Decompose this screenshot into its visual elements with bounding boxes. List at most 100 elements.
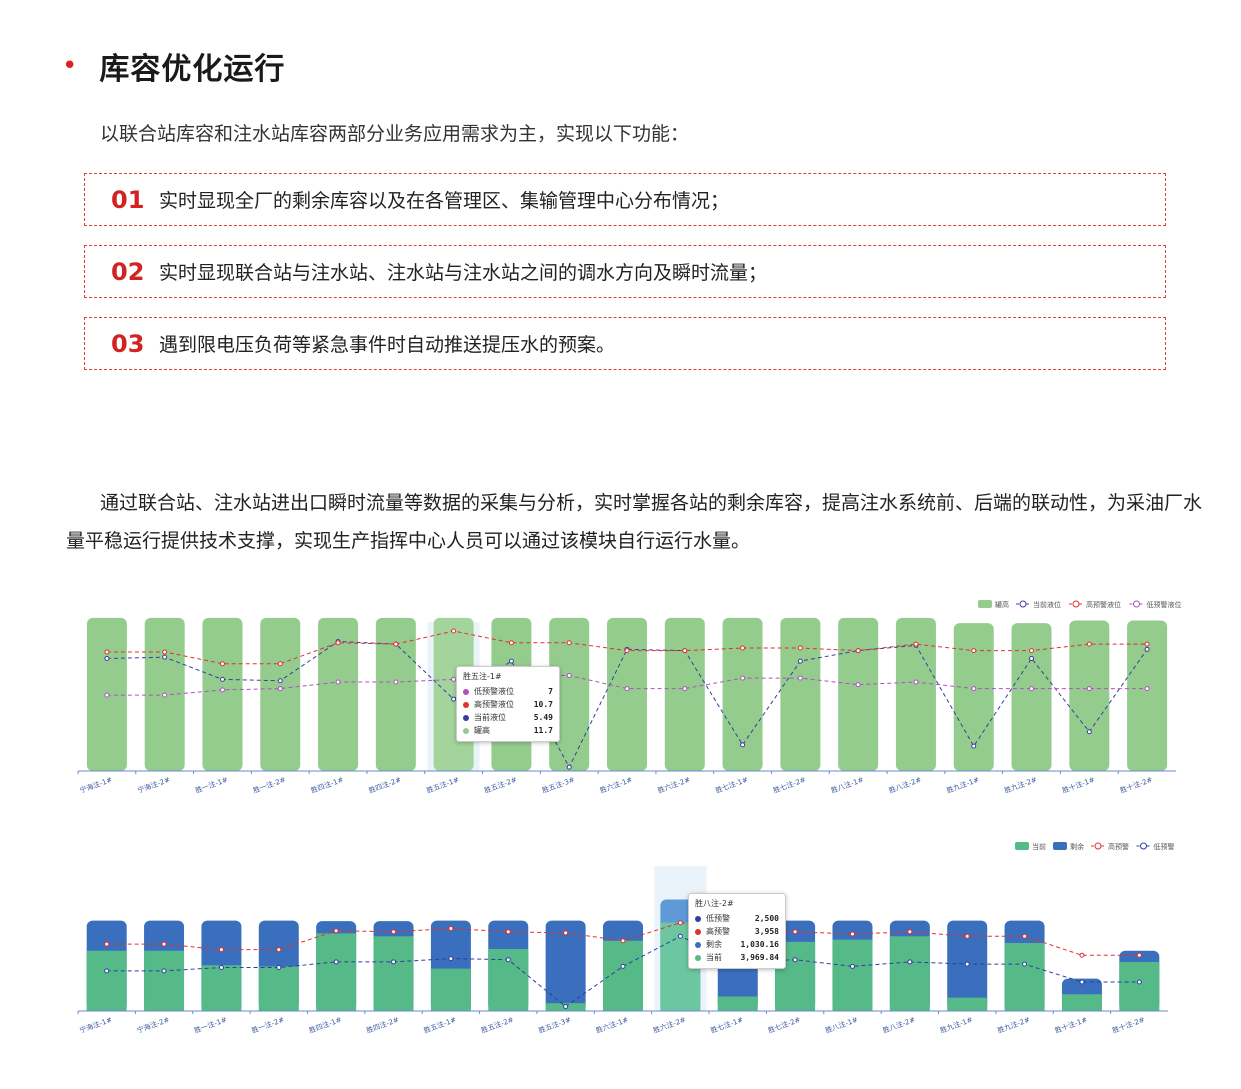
data-point [333,928,339,934]
tooltip-value: 11.7 [533,726,553,735]
bar-tank-height [1127,620,1168,771]
data-point [335,640,341,646]
x-tick-label: 胜九注-1# [945,775,980,795]
tooltip-row: 高预警 3,958 [695,925,779,938]
data-point [451,628,457,634]
data-point [797,658,803,664]
data-point [104,692,110,698]
data-point [563,930,569,936]
data-point [913,641,919,647]
data-point [624,686,630,692]
data-point [566,640,572,646]
tooltip-value: 3,969.84 [740,953,779,962]
feature-item-2: 02 实时显现联合站与注水站、注水站与注水站之间的调水方向及瞬时流量； [84,245,1166,298]
legend-marker-icon [1133,600,1140,608]
bar-tank-height [1069,620,1110,771]
feature-text: 实时显现联合站与注水站、注水站与注水站之间的调水方向及瞬时流量； [159,262,768,284]
x-tick-label: 胜七注-1# [714,775,749,795]
data-point [1136,979,1142,985]
data-point [849,931,855,937]
data-point [740,742,746,748]
bar-tank-height [260,617,301,771]
data-point [104,655,110,661]
legend-label: 低预警液位 [1147,600,1182,609]
data-point [508,640,514,646]
x-tick-label: 胜九注-2# [996,1015,1031,1035]
tooltip-row: 高预警液位 10.7 [463,698,553,711]
x-tick-label: 胜五注-1# [425,775,460,795]
data-point [333,959,339,965]
x-tick-label: 胜十注-2# [1111,1015,1146,1035]
legend-label: 当前 [1032,842,1046,851]
data-point [161,941,167,947]
data-point [1079,979,1085,985]
data-point [1022,933,1028,939]
x-tick-label: 胜九注-2# [1003,775,1038,795]
data-point [563,1004,569,1010]
x-tick-label: 胜九注-1# [939,1015,974,1035]
tooltip-row: 当前液位 5.49 [463,711,553,724]
data-point [1022,961,1028,967]
data-point [335,679,341,685]
data-point [1136,952,1142,958]
tooltip-value: 10.7 [533,700,553,709]
legend-swatch-icon [1015,842,1029,850]
bar-remaining [545,920,586,1011]
legend-dot-icon [695,915,701,922]
data-point [620,938,626,944]
bar-current [1061,994,1102,1011]
data-point [391,929,397,935]
tooltip-level-chart: 胜五注-1# 低预警液位 7 高预警液位 10.7 当前液位 5.49 罐高 11.7 [456,666,560,742]
data-point [797,675,803,681]
data-point [448,925,454,931]
data-point [162,654,168,660]
data-point [104,649,110,655]
tooltip-label: 剩余 [706,940,722,949]
data-point [1029,686,1035,692]
tooltip-label: 低预警 [706,914,730,923]
x-tick-label: 宁海注-2# [136,775,171,795]
legend-label: 当前液位 [1033,600,1061,609]
data-point [740,675,746,681]
data-point [277,661,283,667]
x-tick-label: 胜五注-3# [537,1015,572,1035]
tooltip-value: 2,500 [754,914,779,923]
section-header: • 库容优化运行 [62,44,285,88]
data-point [792,929,798,935]
data-point [971,743,977,749]
legend-dot-icon [695,954,701,961]
x-tick-label: 胜五注-3# [541,775,576,795]
data-point [682,686,688,692]
data-point [1079,952,1085,958]
x-tick-label: 宁海注-1# [79,775,114,795]
bar-current [144,950,185,1011]
x-tick-label: 胜一注-2# [252,775,287,795]
data-point [855,648,861,654]
data-point [855,682,861,688]
tooltip-volume-chart: 胜八注-2# 低预警 2,500 高预警 3,958 剩余 1,030.16 当前 3,… [688,893,786,969]
data-point [1029,655,1035,661]
data-point [104,968,110,974]
bar-current [316,933,357,1011]
bar-current [373,936,414,1011]
data-point [161,968,167,974]
data-point [218,947,224,953]
x-tick-label: 胜八注-1# [824,1015,859,1035]
bar-tank-height [318,617,359,771]
tooltip-row: 罐高 11.7 [463,724,553,737]
data-point [276,965,282,970]
legend-dot-icon [695,928,701,935]
tooltip-label: 当前 [706,953,722,962]
tooltip-title: 胜五注-1# [463,672,502,681]
x-tick-label: 胜一注-2# [250,1015,285,1035]
legend-marker-icon [1072,600,1080,608]
bar-tank-height [202,617,243,771]
tooltip-label: 低预警液位 [474,687,514,696]
data-point [393,679,399,685]
bar-current [430,968,471,1011]
data-point [797,645,803,651]
legend-label: 剩余 [1070,842,1084,851]
bar-tank-height [607,617,647,771]
bar-tank-height [895,617,936,771]
legend-label: 高预警液位 [1086,600,1121,609]
